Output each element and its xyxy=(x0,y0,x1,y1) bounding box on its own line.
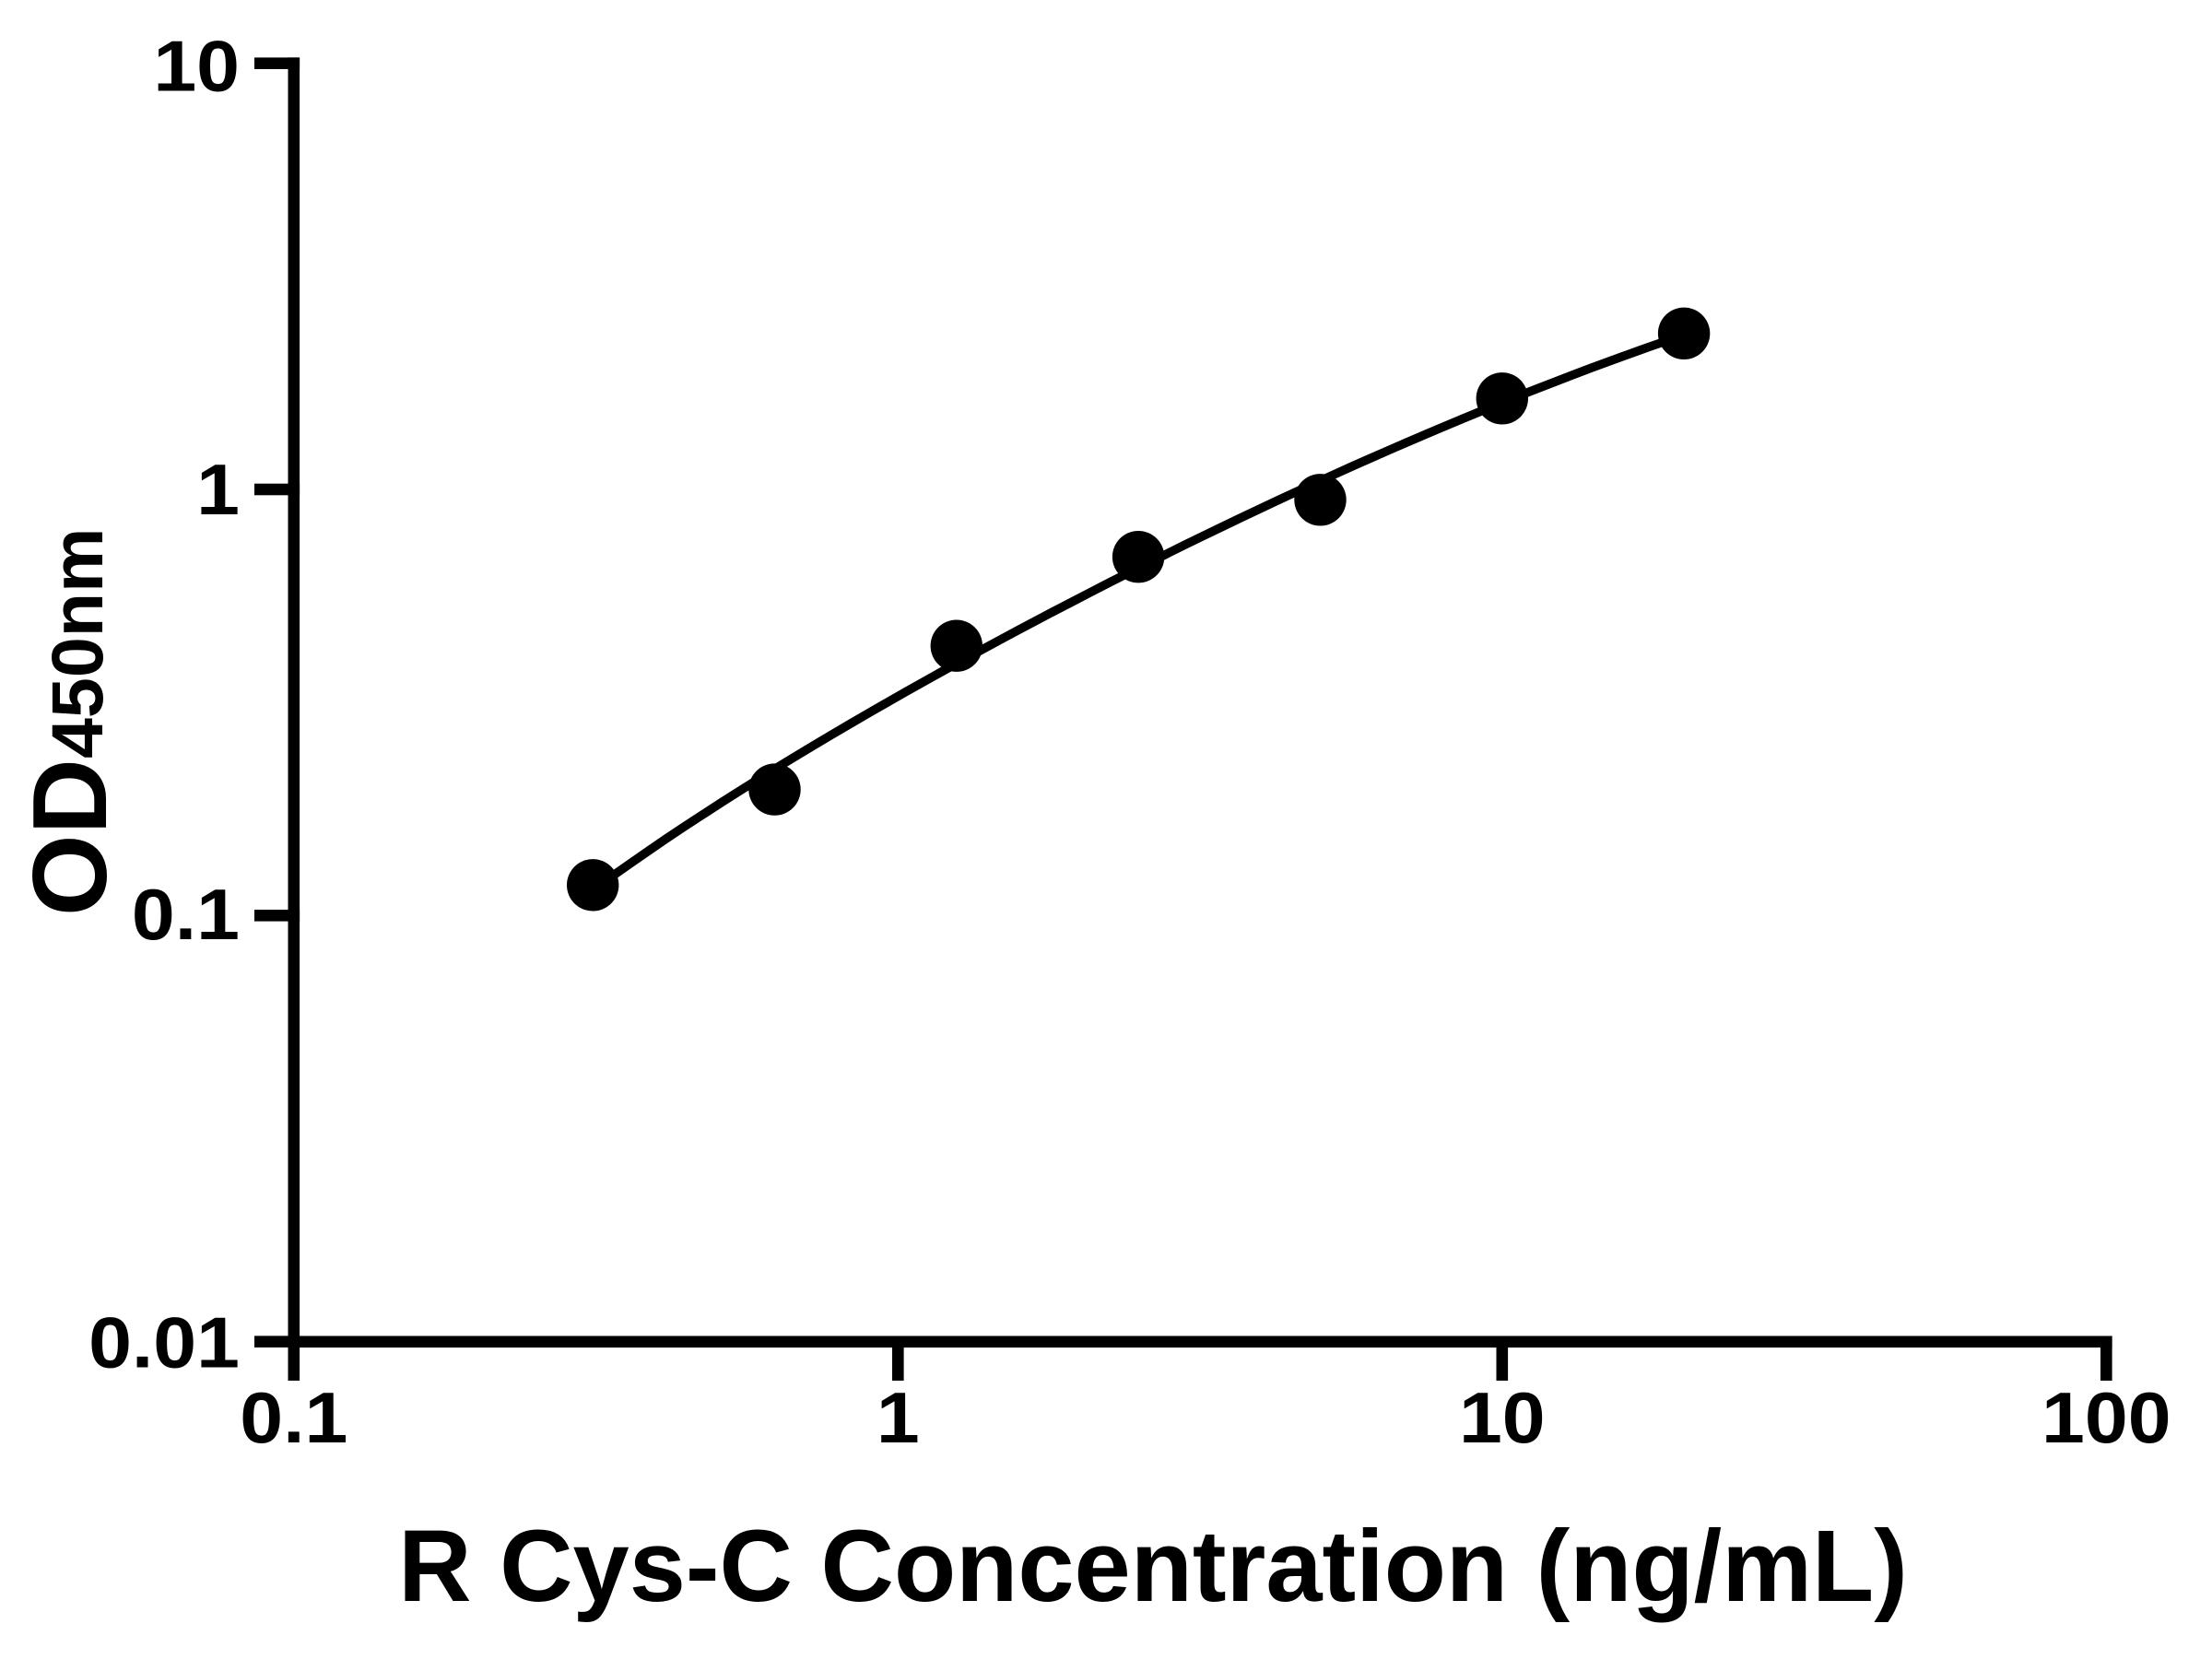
svg-text:100: 100 xyxy=(2041,1379,2171,1458)
svg-text:10: 10 xyxy=(153,27,240,106)
svg-text:0.01: 0.01 xyxy=(88,1303,240,1382)
svg-text:0.1: 0.1 xyxy=(240,1379,347,1458)
svg-text:1: 1 xyxy=(196,451,240,530)
svg-text:1: 1 xyxy=(877,1379,920,1458)
svg-text:0.1: 0.1 xyxy=(132,876,240,955)
svg-text:R Cys-C Concentration (ng/mL): R Cys-C Concentration (ng/mL) xyxy=(398,1510,1908,1623)
svg-text:10: 10 xyxy=(1459,1379,1546,1458)
